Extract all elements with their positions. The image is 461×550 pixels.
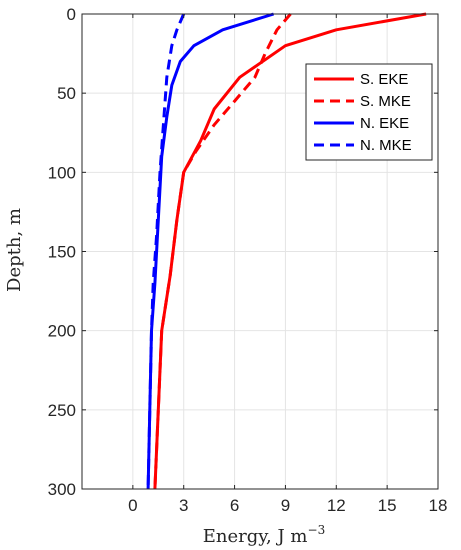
x-tick-label: 15 (378, 496, 397, 515)
y-tick-labels: 0 50 100 150 200 250 300 (48, 5, 76, 499)
x-tick-label: 18 (429, 496, 448, 515)
x-axis-title-superscript: −3 (308, 523, 326, 537)
x-axis-title: Energy, J m−3 (203, 523, 325, 547)
y-tick-label: 50 (57, 84, 76, 103)
series-lines (146, 12, 427, 490)
x-tick-labels: 0 3 6 9 12 15 18 (128, 496, 447, 515)
legend-label: N. MKE (360, 137, 412, 154)
x-tick-label: 3 (179, 496, 188, 515)
series-line-n-eke (146, 12, 275, 490)
y-tick-label: 150 (48, 243, 76, 262)
x-tick-label: 6 (230, 496, 239, 515)
x-tick-label: 0 (128, 496, 137, 515)
x-tick-label: 9 (281, 496, 290, 515)
y-tick-label: 100 (48, 163, 76, 182)
legend: S. EKE S. MKE N. EKE N. MKE (305, 63, 433, 161)
series-line-n-mke (146, 13, 186, 490)
legend-label: S. MKE (360, 93, 411, 110)
series-line-s-mke (153, 13, 292, 490)
y-tick-label: 250 (48, 401, 76, 420)
y-tick-label: 0 (67, 5, 76, 24)
legend-label: S. EKE (360, 71, 408, 88)
axis-ticks (82, 13, 439, 490)
y-tick-label: 300 (48, 480, 76, 499)
y-tick-label: 200 (48, 322, 76, 341)
x-tick-label: 12 (327, 496, 346, 515)
legend-label: N. EKE (360, 115, 409, 132)
y-axis-title: Depth, m (4, 208, 25, 292)
series-line-s-eke (153, 12, 427, 490)
